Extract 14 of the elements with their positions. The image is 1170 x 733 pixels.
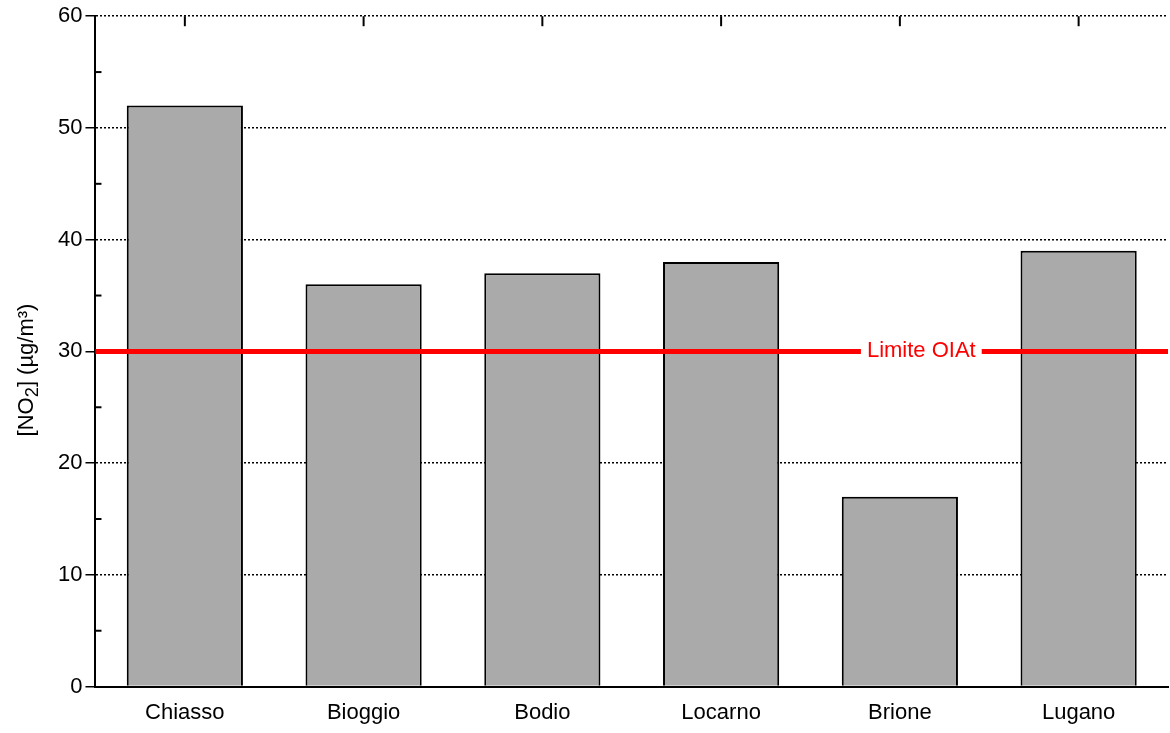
x-tick-label: Chiasso <box>145 698 225 724</box>
ref-line-label: Limite OIAt <box>866 337 976 363</box>
x-tick-label: Lugano <box>1041 698 1116 724</box>
y-tick-label: 60 <box>57 2 83 28</box>
y-tick-label: 0 <box>70 672 83 698</box>
y-tick-label: 10 <box>57 560 83 586</box>
x-tick-label: Locarno <box>681 698 761 724</box>
x-tick-label: Bodio <box>514 698 571 724</box>
y-tick-label: 20 <box>57 449 83 475</box>
y-tick-label: 40 <box>57 225 83 251</box>
x-tick-label: Brione <box>868 698 932 724</box>
y-tick-label: 30 <box>57 337 83 363</box>
x-tick-label: Bioggio <box>326 698 401 724</box>
y-tick-label: 50 <box>57 114 83 139</box>
